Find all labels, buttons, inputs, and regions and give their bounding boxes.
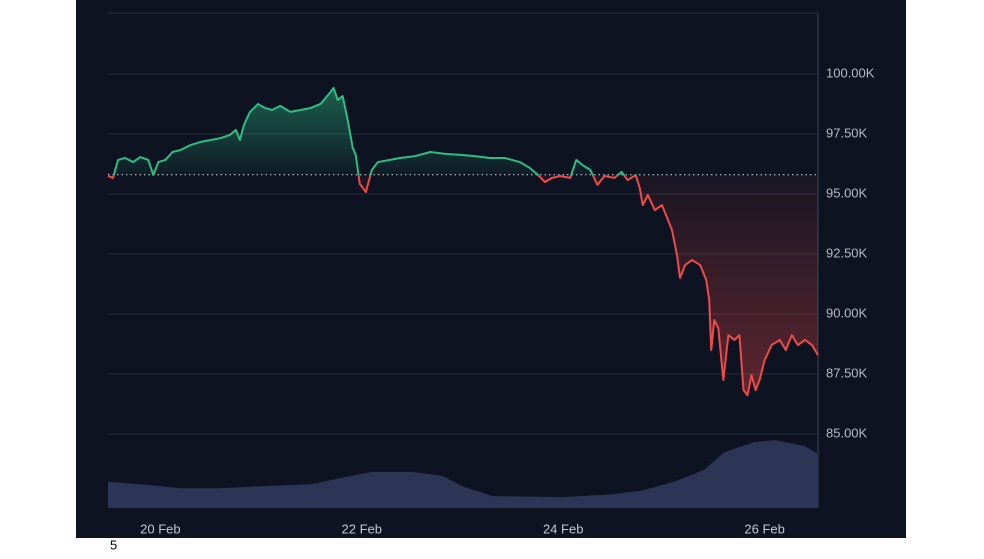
y-tick-label: 97.50K [826, 125, 868, 140]
y-tick-label: 87.50K [826, 365, 868, 380]
y-tick-label: 92.50K [826, 245, 868, 260]
y-tick-label: 95.00K [826, 185, 868, 200]
y-tick-label: 90.00K [826, 305, 868, 320]
x-tick-label: 26 Feb [744, 521, 784, 536]
x-tick-label: 24 Feb [543, 521, 583, 536]
annotation: 5 [110, 537, 117, 552]
volume-area [108, 440, 818, 508]
x-tick-label: 20 Feb [140, 521, 180, 536]
y-tick-label: 100.00K [826, 65, 875, 80]
price-area [108, 87, 818, 396]
x-tick-label: 22 Feb [342, 521, 382, 536]
y-tick-label: 85.00K [826, 425, 868, 440]
price-line [107, 86, 819, 397]
